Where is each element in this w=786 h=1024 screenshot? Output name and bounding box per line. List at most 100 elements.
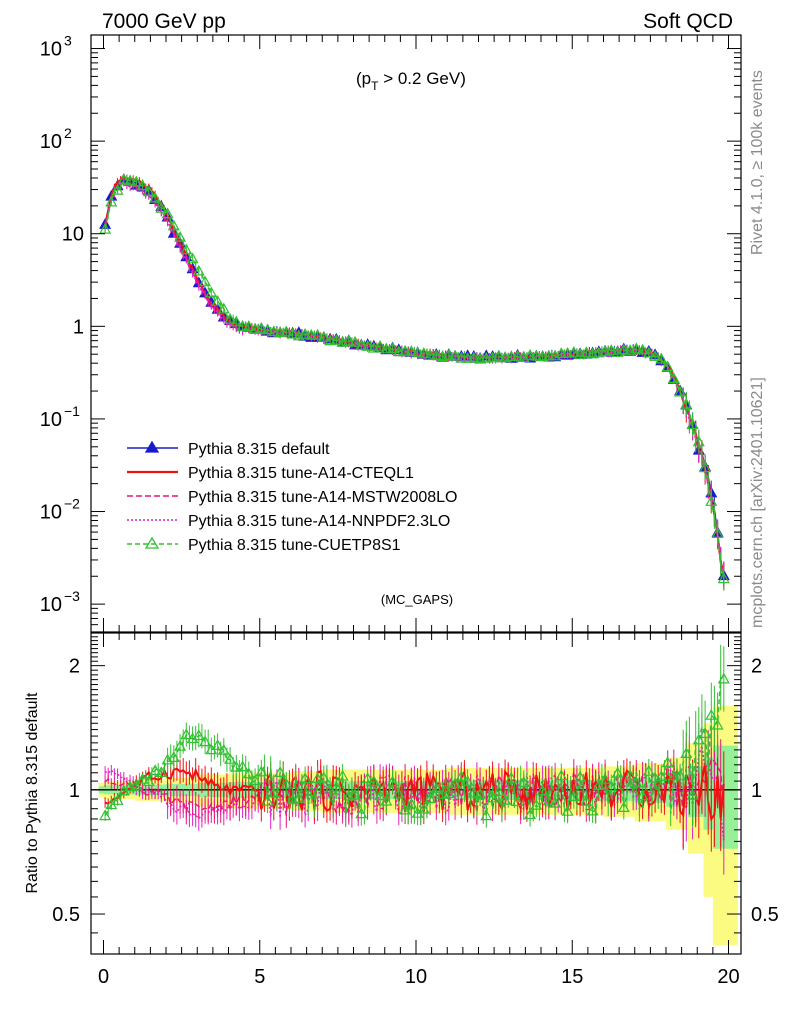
main-marker-cuetp8s1 bbox=[717, 572, 730, 584]
ratio-y-tick-label-right: 1 bbox=[751, 780, 762, 802]
ratio-marker-cuetp8s1 bbox=[380, 794, 393, 806]
main-marker-cuetp8s1 bbox=[142, 185, 155, 197]
main-marker-cuetp8s1 bbox=[386, 342, 399, 354]
ratio-marker-cuetp8s1 bbox=[586, 804, 599, 816]
main-marker-cuetp8s1 bbox=[224, 312, 237, 324]
ratio-marker-cuetp8s1 bbox=[655, 770, 668, 781]
ratio-marker-cuetp8s1 bbox=[611, 766, 624, 778]
ratio-marker-cuetp8s1 bbox=[630, 776, 643, 788]
legend-label-mstw: Pythia 8.315 tune-A14-MSTW2008LO bbox=[188, 489, 457, 506]
ratio-marker-cuetp8s1 bbox=[461, 775, 474, 786]
ratio-marker-cuetp8s1 bbox=[405, 797, 418, 809]
ratio-marker-cuetp8s1 bbox=[361, 772, 374, 783]
main-marker-cuetp8s1 bbox=[186, 252, 199, 264]
main-y-tick-label: 10 bbox=[62, 224, 84, 246]
main-marker-cuetp8s1 bbox=[642, 346, 655, 358]
ratio-marker-cuetp8s1 bbox=[492, 785, 505, 796]
main-y-tick-label: 10 bbox=[40, 594, 62, 616]
main-marker-cuetp8s1 bbox=[192, 264, 205, 276]
main-marker-cuetp8s1 bbox=[555, 347, 568, 358]
ratio-marker-cuetp8s1 bbox=[355, 807, 368, 819]
ratio-marker-cuetp8s1 bbox=[617, 801, 630, 812]
ratio-marker-cuetp8s1 bbox=[480, 809, 493, 821]
ratio-marker-cuetp8s1 bbox=[524, 808, 537, 820]
main-marker-cuetp8s1 bbox=[649, 350, 662, 361]
main-marker-cuetp8s1 bbox=[211, 294, 224, 306]
ratio-marker-cuetp8s1 bbox=[555, 769, 568, 781]
ratio-marker-cuetp8s1 bbox=[299, 772, 312, 784]
main-marker-cuetp8s1 bbox=[124, 174, 137, 186]
ratio-marker-cuetp8s1 bbox=[342, 789, 355, 801]
legend-marker-cuetp8s1 bbox=[144, 536, 160, 549]
main-marker-cuetp8s1 bbox=[467, 351, 480, 363]
main-marker-cuetp8s1 bbox=[449, 349, 462, 361]
ratio-marker-cuetp8s1 bbox=[255, 765, 268, 777]
main-marker-cuetp8s1 bbox=[317, 330, 330, 342]
legend-label-default: Pythia 8.315 default bbox=[188, 441, 330, 458]
ratio-marker-cuetp8s1 bbox=[561, 804, 574, 816]
ratio-marker-cuetp8s1 bbox=[674, 769, 687, 781]
ratio-marker-cuetp8s1 bbox=[217, 743, 230, 755]
main-marker-cuetp8s1 bbox=[174, 230, 187, 242]
main-marker-cuetp8s1 bbox=[99, 222, 112, 234]
legend-label-cteql1: Pythia 8.315 tune-A14-CTEQL1 bbox=[188, 465, 414, 482]
ratio-marker-cuetp8s1 bbox=[180, 728, 193, 740]
ratio-marker-cuetp8s1 bbox=[349, 788, 362, 800]
main-marker-cuetp8s1 bbox=[399, 344, 412, 356]
main-marker-cuetp8s1 bbox=[355, 339, 368, 350]
main-marker-cuetp8s1 bbox=[149, 191, 162, 203]
ratio-marker-cuetp8s1 bbox=[149, 764, 162, 776]
ratio-marker-cuetp8s1 bbox=[567, 790, 580, 802]
ratio-marker-cuetp8s1 bbox=[367, 775, 380, 786]
main-marker-cuetp8s1 bbox=[361, 340, 374, 351]
ratio-marker-cuetp8s1 bbox=[392, 787, 405, 799]
ratio-marker-cuetp8s1 bbox=[430, 782, 443, 793]
main-marker-cuetp8s1 bbox=[280, 325, 293, 337]
ratio-marker-cuetp8s1 bbox=[224, 752, 237, 764]
ratio-marker-cuetp8s1 bbox=[467, 786, 480, 798]
ratio-plot-layer bbox=[91, 644, 741, 946]
main-marker-cuetp8s1 bbox=[536, 350, 549, 362]
main-marker-cuetp8s1 bbox=[699, 461, 712, 473]
main-marker-cuetp8s1 bbox=[180, 243, 193, 255]
main-marker-cuetp8s1 bbox=[561, 346, 574, 358]
main-y-tick-exponent: 3 bbox=[64, 33, 72, 49]
ratio-marker-cuetp8s1 bbox=[261, 794, 274, 806]
main-marker-cuetp8s1 bbox=[461, 352, 474, 363]
ratio-marker-cuetp8s1 bbox=[542, 794, 555, 806]
main-marker-cuetp8s1 bbox=[205, 286, 218, 298]
ratio-marker-cuetp8s1 bbox=[267, 786, 280, 798]
ratio-y-tick-label: 1 bbox=[69, 780, 80, 802]
main-marker-cuetp8s1 bbox=[617, 343, 630, 355]
main-marker-cuetp8s1 bbox=[505, 350, 518, 361]
legend-marker-default bbox=[144, 440, 160, 453]
main-marker-cuetp8s1 bbox=[411, 346, 424, 357]
main-marker-cuetp8s1 bbox=[136, 179, 149, 191]
ratio-marker-cuetp8s1 bbox=[130, 779, 143, 791]
main-marker-cuetp8s1 bbox=[242, 320, 255, 331]
ratio-marker-cuetp8s1 bbox=[211, 739, 224, 750]
main-y-tick-exponent: −3 bbox=[64, 588, 80, 604]
ratio-marker-cuetp8s1 bbox=[442, 787, 455, 798]
header-left-label: 7000 GeV pp bbox=[102, 10, 226, 33]
main-marker-cuetp8s1 bbox=[249, 322, 262, 334]
ratio-marker-cuetp8s1 bbox=[474, 787, 487, 799]
ratio-marker-cuetp8s1 bbox=[667, 769, 680, 781]
main-y-tick-label: 10 bbox=[40, 409, 62, 431]
ratio-y-axis-label: Ratio to Pythia 8.315 default bbox=[24, 692, 41, 894]
main-marker-cuetp8s1 bbox=[511, 349, 524, 361]
main-marker-cuetp8s1 bbox=[580, 346, 593, 358]
main-marker-cuetp8s1 bbox=[405, 345, 418, 356]
ratio-marker-cuetp8s1 bbox=[274, 766, 287, 777]
ratio-marker-cuetp8s1 bbox=[192, 729, 205, 741]
legend-label-cuetp8s1: Pythia 8.315 tune-CUETP8S1 bbox=[188, 537, 401, 554]
ratio-marker-cuetp8s1 bbox=[599, 772, 612, 784]
main-marker-cuetp8s1 bbox=[130, 175, 143, 187]
ratio-y-tick-label: 2 bbox=[69, 656, 80, 678]
main-marker-cuetp8s1 bbox=[117, 173, 130, 185]
main-marker-cuetp8s1 bbox=[155, 201, 168, 213]
ratio-marker-cuetp8s1 bbox=[624, 769, 637, 780]
main-marker-cuetp8s1 bbox=[424, 348, 437, 360]
main-marker-cuetp8s1 bbox=[655, 352, 668, 364]
